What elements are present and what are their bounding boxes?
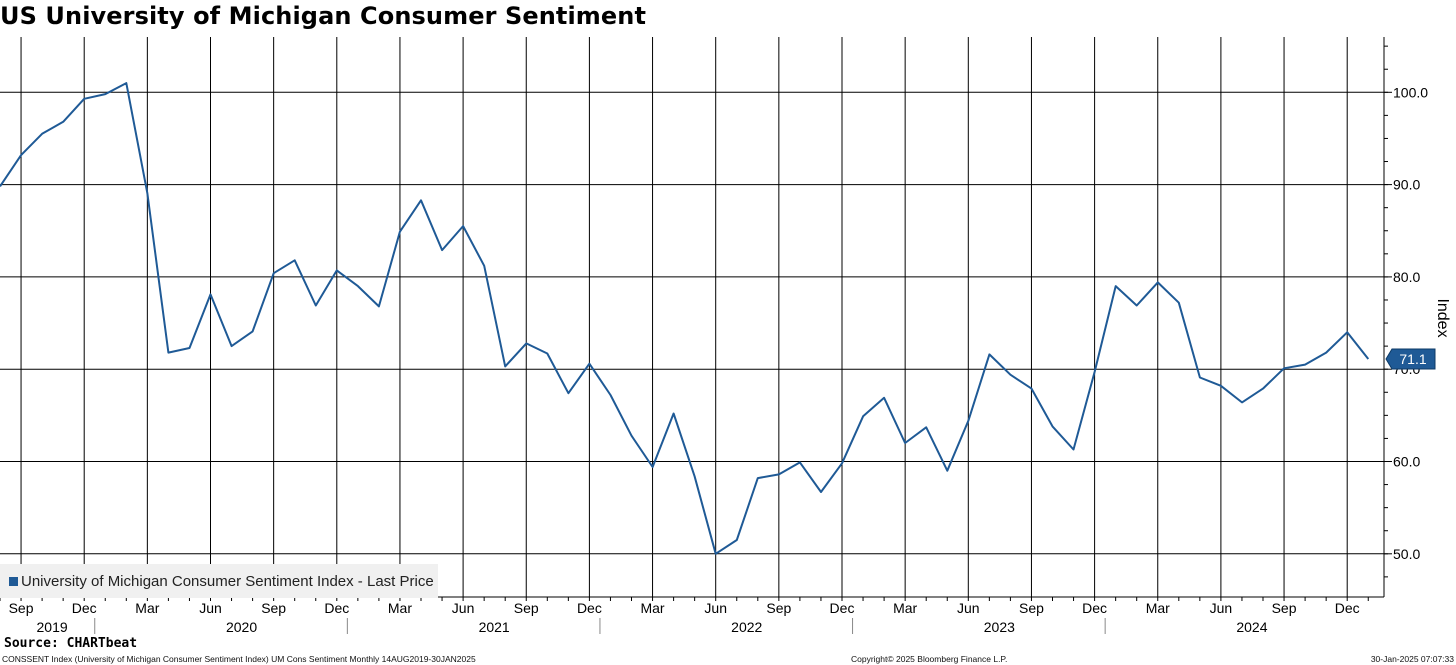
footer-copyright: Copyright© 2025 Bloomberg Finance L.P.: [851, 654, 1008, 664]
x-month-label: Dec: [830, 600, 855, 616]
series-line: [0, 82, 1370, 555]
footer-timestamp: 30-Jan-2025 07:07:33: [1370, 654, 1454, 664]
y-tick-label: 100.0: [1393, 84, 1428, 100]
x-year-label: 2020: [226, 619, 257, 635]
last-value-tag: [1385, 348, 1436, 370]
x-month-label: Sep: [1272, 600, 1297, 616]
x-month-label: Dec: [324, 600, 349, 616]
y-tick-label: 90.0: [1393, 177, 1420, 193]
x-year-label: 2022: [731, 619, 762, 635]
x-year-label: 2024: [1236, 619, 1267, 635]
y-axis-label: Index: [1434, 298, 1451, 337]
x-month-label: Sep: [514, 600, 539, 616]
y-tick-label: 60.0: [1393, 454, 1420, 470]
x-month-label: Jun: [1210, 600, 1233, 616]
x-year-label: 2021: [479, 619, 510, 635]
source-note: Source: CHARTbeat: [4, 636, 138, 651]
x-month-label: Dec: [1082, 600, 1107, 616]
x-month-label: Sep: [9, 600, 34, 616]
x-month-label: Mar: [135, 600, 159, 616]
x-month-label: Jun: [199, 600, 222, 616]
x-month-label: Mar: [893, 600, 917, 616]
x-month-label: Dec: [72, 600, 97, 616]
x-month-label: Jun: [957, 600, 980, 616]
legend-label: University of Michigan Consumer Sentimen…: [21, 572, 434, 590]
x-year-label: 2019: [37, 619, 68, 635]
last-value-label: 71.1: [1399, 351, 1426, 367]
x-month-label: Jun: [704, 600, 727, 616]
x-month-label: Sep: [766, 600, 791, 616]
x-month-label: Mar: [1146, 600, 1170, 616]
x-month-label: Sep: [1019, 600, 1044, 616]
footer-ticker-info: CONSSENT Index (University of Michigan C…: [2, 654, 476, 664]
y-tick-label: 50.0: [1393, 546, 1420, 562]
x-month-label: Dec: [1335, 600, 1360, 616]
x-month-label: Mar: [640, 600, 664, 616]
chart-title: US University of Michigan Consumer Senti…: [0, 2, 647, 30]
x-year-label: 2023: [984, 619, 1015, 635]
x-month-label: Jun: [452, 600, 475, 616]
x-month-label: Sep: [261, 600, 286, 616]
y-tick-label: 80.0: [1393, 269, 1420, 285]
x-month-label: Dec: [577, 600, 602, 616]
x-month-label: Mar: [388, 600, 412, 616]
legend-swatch: [9, 576, 18, 586]
legend: University of Michigan Consumer Sentimen…: [0, 564, 438, 598]
